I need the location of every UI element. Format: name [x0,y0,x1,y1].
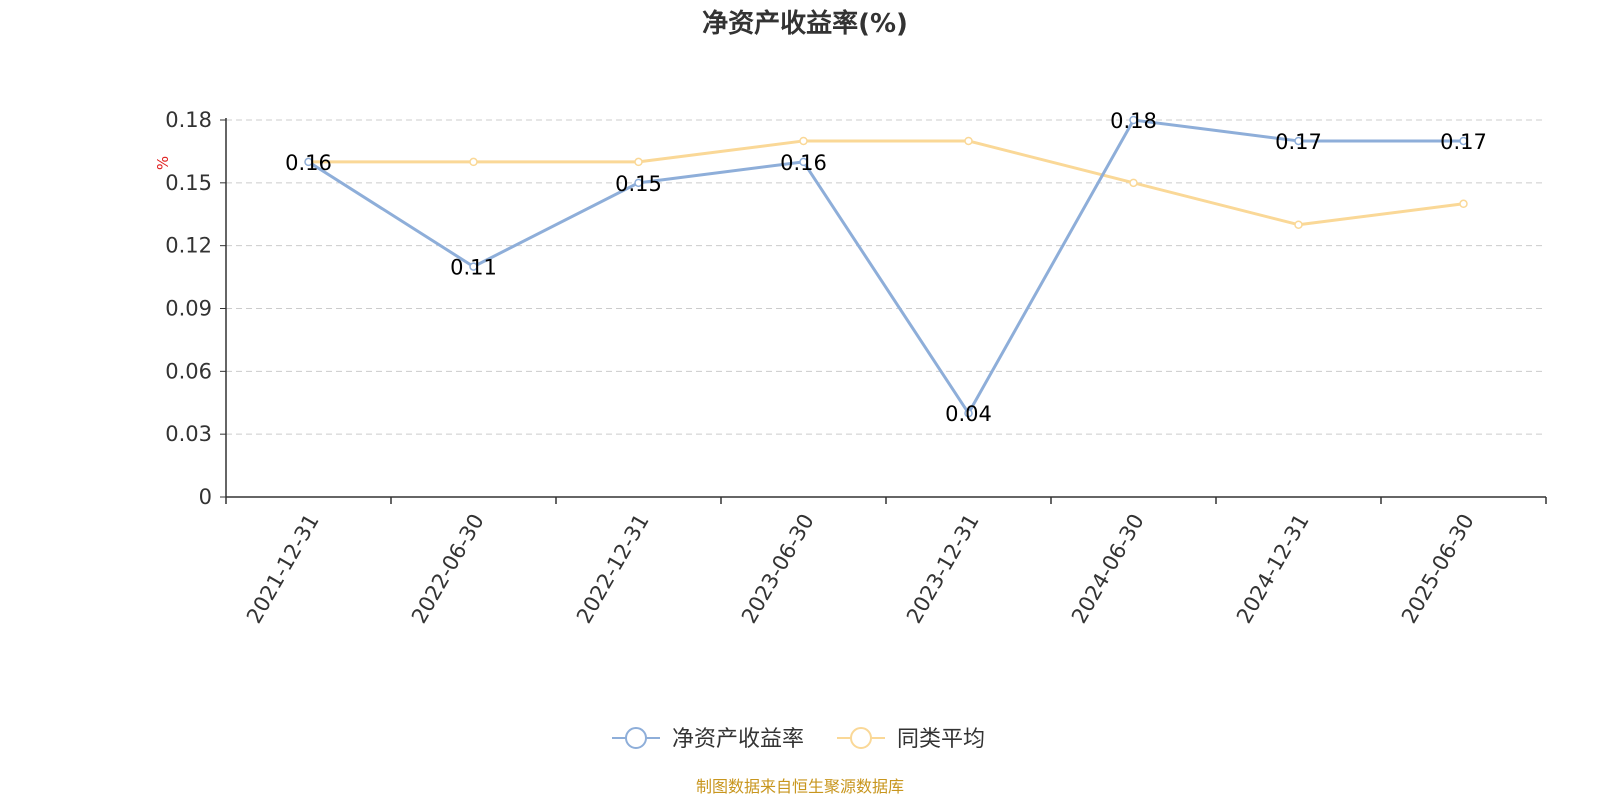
data-label: 0.17 [1275,130,1322,154]
series-0-point [634,178,643,188]
x-tick-label: 2023-06-30 [737,510,819,628]
y-tick-label: 0.15 [165,171,212,195]
x-tick-label: 2022-12-31 [572,510,654,628]
legend-item-0[interactable]: 净资产收益率 [612,727,804,752]
data-label: 0.18 [1110,109,1157,133]
series-1-point [1129,178,1138,188]
series-1-point [964,136,973,146]
y-tick-label: 0.18 [165,108,212,132]
legend-label: 净资产收益率 [672,727,804,752]
legend-marker [625,727,647,749]
chart-title: 净资产收益率(%) [702,8,908,39]
series-1-point [634,157,643,167]
series-lines [304,115,1468,418]
data-label: 0.04 [945,402,992,426]
legend-marker [850,727,872,749]
series-line-0 [307,118,1464,415]
y-tick-label: 0.06 [165,359,212,383]
series-0-point [799,157,808,167]
y-axis-unit: % [154,156,172,170]
data-label: 0.17 [1440,130,1487,154]
series-0-point [964,408,973,418]
legend-label: 同类平均 [897,727,985,752]
y-tick-label: 0.12 [165,234,212,258]
grid-lines [226,119,1546,435]
axes [220,118,1547,504]
x-tick-label: 2024-12-31 [1232,510,1314,628]
data-labels: 0.16 0.11 0.15 0.16 0.04 0.18 0.17 0.17 [285,109,1487,426]
data-label: 0.16 [285,151,332,175]
series-1-point [1294,220,1303,229]
data-label: 0.16 [780,151,827,175]
y-tick-label: 0 [199,485,212,509]
y-tick-label: 0.09 [165,297,212,321]
data-label: 0.15 [615,172,662,196]
x-tick-label: 2021-12-31 [242,510,324,628]
series-0-point [1294,136,1303,146]
source-note: 制图数据来自恒生聚源数据库 [696,777,904,796]
x-tick-labels: 2021-12-31 2022-06-30 2022-12-31 2023-06-30… [242,510,1479,628]
series-1-point [799,136,808,146]
y-tick-labels: 0 0.03 0.06 0.09 0.12 0.15 0.18 [165,108,212,509]
series-line-1 [308,139,1464,227]
data-label: 0.11 [450,256,497,280]
series-0-point [1459,136,1468,146]
x-tick-label: 2024-06-30 [1067,510,1149,628]
series-1-point [469,157,478,167]
series-1-point [1459,199,1468,209]
y-tick-label: 0.03 [165,422,212,446]
series-0-point [469,262,478,271]
legend-item-1[interactable]: 同类平均 [837,727,985,752]
x-tick-label: 2022-06-30 [407,510,489,628]
series-0-point [1129,115,1138,125]
x-tick-label: 2023-12-31 [902,510,984,628]
x-tick-label: 2025-06-30 [1397,510,1479,628]
series-0-point [304,157,313,167]
legend[interactable]: 净资产收益率 同类平均 [612,727,985,752]
